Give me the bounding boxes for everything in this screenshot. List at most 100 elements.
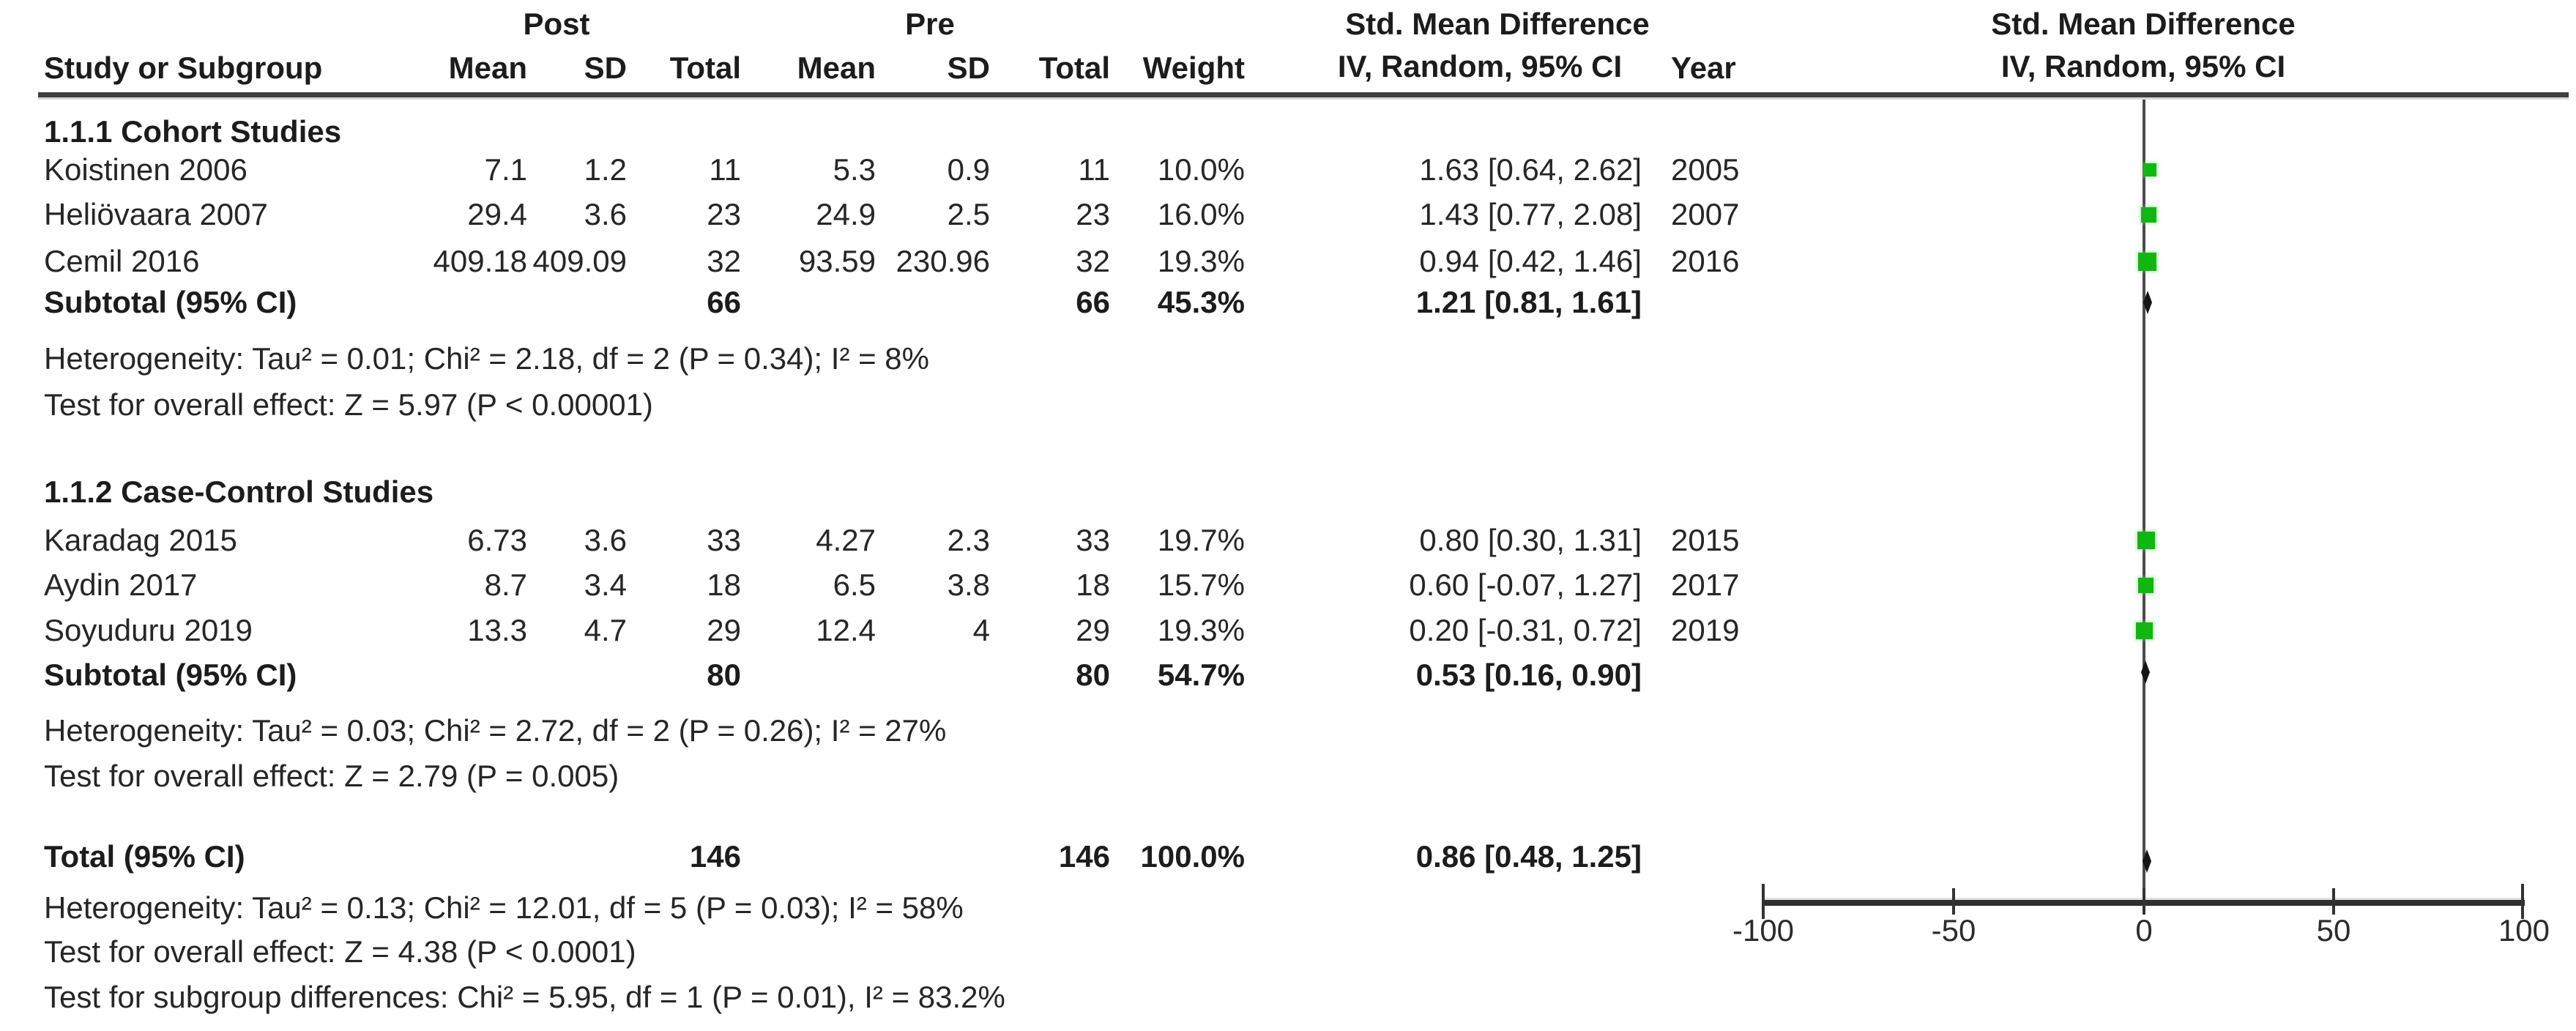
- col-header-ci: IV, Random, 95% CI: [1337, 49, 1623, 83]
- subgroup-1-title-row: 1.1.1 Cohort Studies: [0, 109, 2065, 155]
- heterogeneity-row-2: Heterogeneity: Tau² = 0.03; Chi² = 2.72,…: [0, 708, 2065, 753]
- subtotal-ci: 1.21 [0.81, 1.61]: [1415, 285, 1642, 319]
- pre-sd: 0.9: [947, 152, 990, 187]
- column-header-row: Study or Subgroup Mean SD Total Mean SD …: [0, 45, 2576, 88]
- total-overall-effect-row: Test for overall effect: Z = 4.38 (P < 0…: [0, 929, 2065, 975]
- ci-estimate: 1.63 [0.64, 2.62]: [1419, 152, 1642, 187]
- post-total: 18: [707, 567, 741, 602]
- subgroup-1-title: 1.1.1 Cohort Studies: [44, 114, 342, 149]
- study-label: Aydin 2017: [44, 567, 198, 602]
- total-weight: 100.0%: [1140, 839, 1245, 874]
- subtotal-ci: 0.53 [0.16, 0.90]: [1415, 658, 1642, 692]
- weight: 15.7%: [1157, 567, 1245, 602]
- header-smd-left: Std. Mean Difference: [1345, 7, 1650, 41]
- pre-sd: 3.8: [947, 567, 990, 602]
- axis-label-0: 0: [2135, 913, 2153, 948]
- subtotal-pre-total: 80: [1076, 658, 1110, 692]
- weight: 19.7%: [1157, 523, 1245, 557]
- study-label: Soyuduru 2019: [44, 613, 253, 647]
- study-label: Cemil 2016: [44, 244, 200, 278]
- marker-karadag-2015: [2137, 532, 2155, 549]
- post-total: 33: [707, 523, 741, 557]
- weight: 16.0%: [1157, 197, 1245, 231]
- year: 2017: [1671, 567, 1740, 602]
- total-heterogeneity-text: Heterogeneity: Tau² = 0.13; Chi² = 12.01…: [44, 890, 964, 925]
- pre-sd: 4: [972, 613, 990, 647]
- overall-effect-text: Test for overall effect: Z = 5.97 (P < 0…: [44, 387, 653, 422]
- diamond-subtotal-cohort: [2143, 291, 2152, 314]
- year: 2016: [1671, 244, 1740, 278]
- study-row-cemil: Cemil 2016 409.18 409.09 32 93.59 230.96…: [0, 239, 2065, 284]
- axis-tick-100: [2521, 884, 2524, 919]
- axis-label-minus50: -50: [1931, 913, 1976, 948]
- header-pre-group: Pre: [905, 7, 955, 41]
- overall-effect-row-2: Test for overall effect: Z = 2.79 (P = 0…: [0, 753, 2065, 799]
- col-header-pre-sd: SD: [947, 51, 990, 85]
- post-mean: 409.18: [433, 244, 527, 278]
- pre-mean: 4.27: [816, 523, 876, 557]
- marker-aydin-2017: [2138, 578, 2154, 593]
- header-divider-rule: [38, 92, 2569, 100]
- marker-cemil-2016: [2138, 253, 2156, 271]
- axis-tick-0: [2143, 888, 2145, 915]
- ci-estimate: 0.60 [-0.07, 1.27]: [1409, 567, 1642, 602]
- ci-estimate: 1.43 [0.77, 2.08]: [1419, 197, 1642, 231]
- diamond-subtotal-case-control: [2141, 660, 2150, 684]
- pre-total: 29: [1076, 613, 1110, 647]
- year: 2019: [1671, 613, 1740, 647]
- col-header-post-sd: SD: [584, 51, 627, 85]
- overall-effect-row-1: Test for overall effect: Z = 5.97 (P < 0…: [0, 382, 2065, 428]
- study-row-aydin: Aydin 2017 8.7 3.4 18 6.5 3.8 18 15.7% 0…: [0, 562, 2065, 608]
- post-total: 32: [707, 244, 741, 278]
- col-header-study: Study or Subgroup: [44, 51, 323, 85]
- post-total: 23: [707, 197, 741, 231]
- weight: 19.3%: [1157, 244, 1245, 278]
- pre-mean: 6.5: [833, 567, 876, 602]
- axis-tick-minus100: [1762, 884, 1765, 919]
- col-header-post-mean: Mean: [448, 51, 527, 85]
- pre-sd: 2.3: [947, 523, 990, 557]
- zero-effect-line: [2143, 100, 2145, 900]
- marker-soyuduru-2019: [2136, 622, 2153, 639]
- study-label: Karadag 2015: [44, 523, 237, 557]
- post-sd: 1.2: [584, 152, 627, 187]
- col-header-pre-total: Total: [1038, 51, 1110, 85]
- heterogeneity-text: Heterogeneity: Tau² = 0.01; Chi² = 2.18,…: [44, 341, 929, 376]
- subgroup-2-title-row: 1.1.2 Case-Control Studies: [0, 469, 2065, 515]
- post-sd: 4.7: [584, 613, 627, 647]
- study-row-soyuduru: Soyuduru 2019 13.3 4.7 29 12.4 4 29 19.3…: [0, 608, 2065, 653]
- subtotal-post-total: 66: [707, 285, 741, 319]
- subgroup-2-title: 1.1.2 Case-Control Studies: [44, 474, 434, 509]
- subtotal-weight: 45.3%: [1157, 285, 1245, 319]
- axis-label-100: 100: [2498, 913, 2550, 948]
- col-header-post-total: Total: [669, 51, 741, 85]
- heterogeneity-row-1: Heterogeneity: Tau² = 0.01; Chi² = 2.18,…: [0, 336, 2065, 381]
- weight: 19.3%: [1157, 613, 1245, 647]
- year: 2015: [1671, 523, 1740, 557]
- post-sd: 409.09: [532, 244, 627, 278]
- overall-effect-text: Test for overall effect: Z = 2.79 (P = 0…: [44, 759, 619, 793]
- subtotal-pre-total: 66: [1076, 285, 1110, 319]
- subtotal-post-total: 80: [707, 658, 741, 692]
- pre-mean: 12.4: [816, 613, 876, 647]
- total-row: Total (95% CI) 146 146 100.0% 0.86 [0.48…: [0, 834, 2065, 879]
- subtotal-weight: 54.7%: [1157, 658, 1245, 692]
- study-row-heliovaara: Heliövaara 2007 29.4 3.6 23 24.9 2.5 23 …: [0, 192, 2065, 237]
- weight: 10.0%: [1157, 152, 1245, 187]
- subtotal-row-1: Subtotal (95% CI) 66 66 45.3% 1.21 [0.81…: [0, 280, 2065, 325]
- axis-label-50: 50: [2316, 913, 2351, 948]
- pre-mean: 24.9: [816, 197, 876, 231]
- pre-mean: 93.59: [798, 244, 876, 278]
- pre-total: 33: [1076, 523, 1110, 557]
- heterogeneity-text: Heterogeneity: Tau² = 0.03; Chi² = 2.72,…: [44, 713, 947, 748]
- axis-tick-50: [2332, 888, 2335, 915]
- pre-total: 23: [1076, 197, 1110, 231]
- post-mean: 13.3: [467, 613, 527, 647]
- marker-koistinen-2006: [2143, 163, 2156, 176]
- post-sd: 3.6: [584, 523, 627, 557]
- ci-estimate: 0.80 [0.30, 1.31]: [1419, 523, 1642, 557]
- subtotal-row-2: Subtotal (95% CI) 80 80 54.7% 0.53 [0.16…: [0, 652, 2065, 698]
- total-heterogeneity-row: Heterogeneity: Tau² = 0.13; Chi² = 12.01…: [0, 885, 2065, 931]
- pre-mean: 5.3: [833, 152, 876, 187]
- year: 2005: [1671, 152, 1740, 187]
